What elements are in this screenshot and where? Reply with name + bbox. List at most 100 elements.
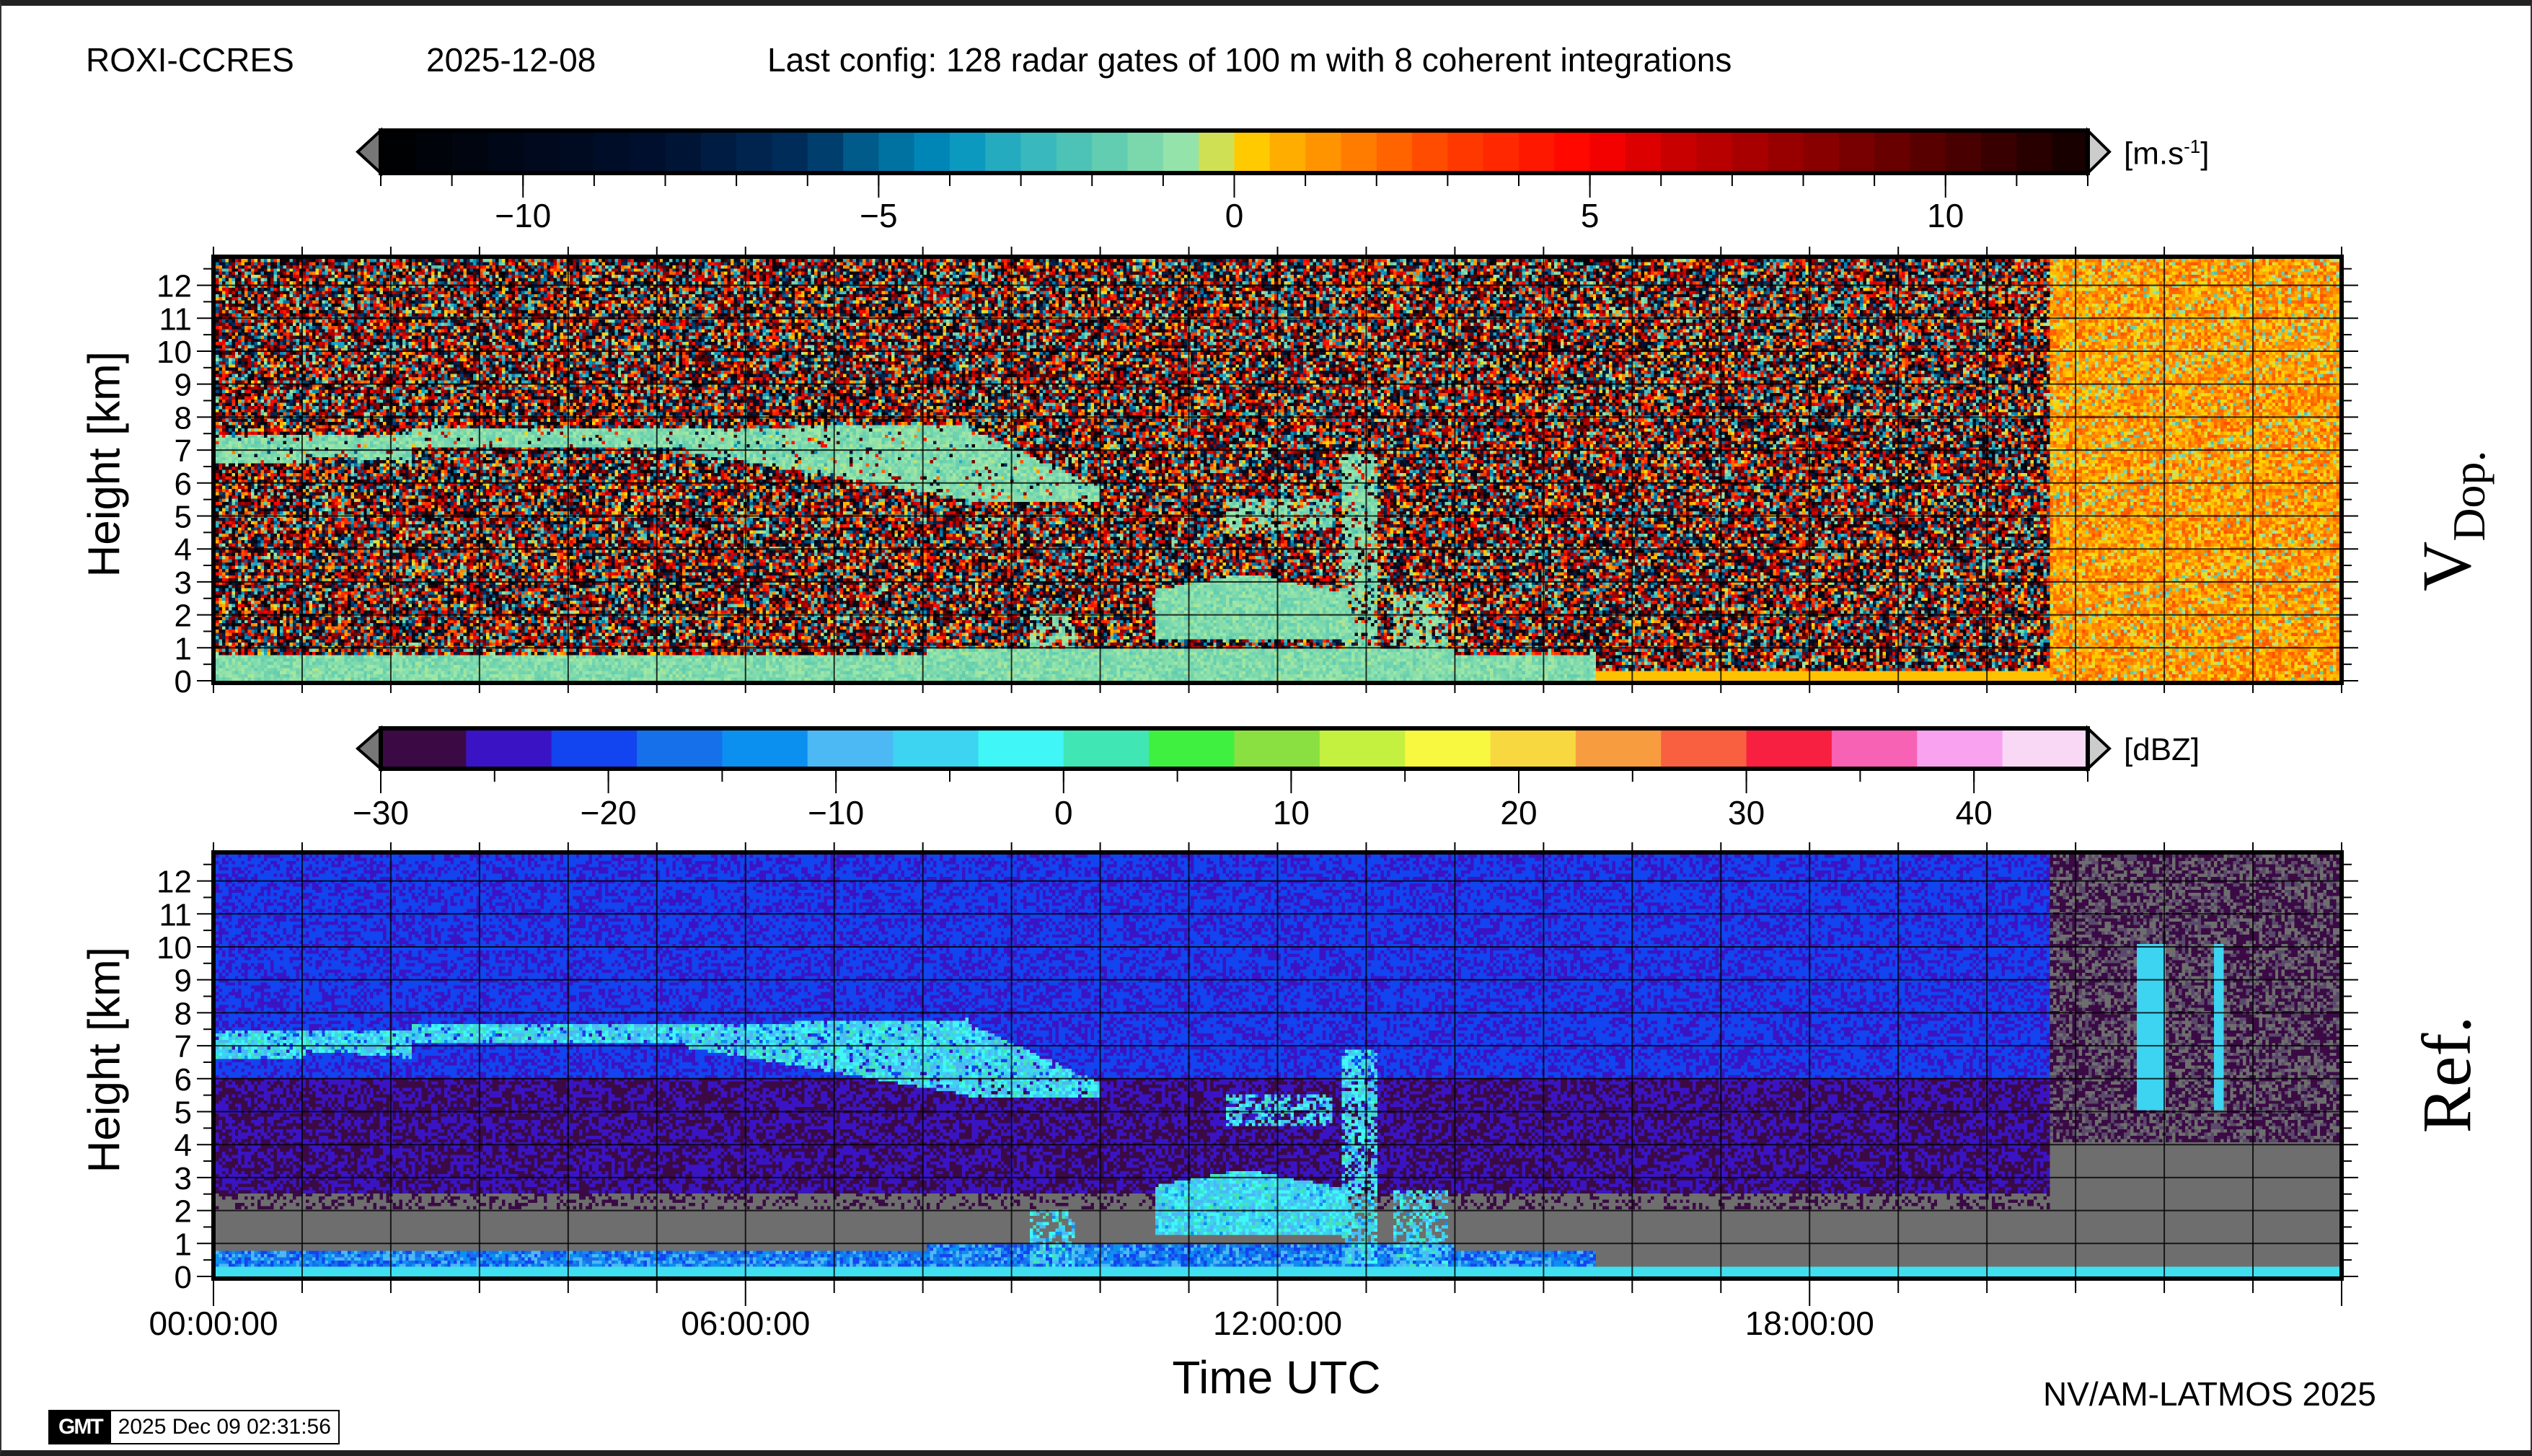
colorbar-swatch	[914, 131, 950, 173]
colorbar-swatch	[1490, 728, 1576, 769]
colorbar-swatch	[1917, 728, 2003, 769]
y-tick-label: 6	[175, 1062, 192, 1098]
colorbar-border	[379, 726, 2090, 771]
y-tick-label: 3	[175, 565, 192, 601]
colorbar-swatch	[1163, 131, 1199, 173]
y-tick-label: 6	[175, 467, 192, 502]
colorbar-tick-label: 0	[1054, 794, 1073, 831]
colorbar-tick-label: −20	[581, 794, 637, 831]
colorbar-swatch	[1661, 131, 1698, 173]
colorbar-swatch	[1661, 728, 1747, 769]
colorbar-border	[379, 128, 2090, 175]
colorbar-swatch	[1020, 131, 1057, 173]
y-tick-label: 11	[159, 301, 192, 337]
y-tick-label: 10	[156, 930, 192, 966]
reflectivity-unit: [dBZ]	[2124, 732, 2200, 767]
gmt-timestamp: 2025 Dec 09 02:31:56	[118, 1415, 331, 1439]
unit-text: [m.s	[2124, 136, 2184, 172]
colorbar-swatch	[1910, 131, 1946, 173]
y-tick-label: 7	[175, 433, 192, 469]
colorbar-swatch	[1405, 728, 1491, 769]
reflectivity-colorbar: −30 −20 −10 0 10 20 30 40	[353, 725, 2112, 831]
unit-exponent: -1	[2184, 136, 2201, 157]
colorbar-swatch	[1831, 728, 1918, 769]
colorbar-swatch	[1838, 131, 1875, 173]
colorbar-tick-label: −5	[860, 197, 897, 234]
x-tick-label: 00:00:00	[149, 1305, 278, 1342]
colorbar-swatch	[1447, 131, 1484, 173]
colorbar-swatch	[1483, 131, 1519, 173]
unit-close: ]	[2200, 136, 2210, 172]
colorbar-tick-label: 10	[1273, 794, 1310, 831]
y-tick-label: 7	[175, 1029, 192, 1064]
y-tick-label: 2	[175, 1194, 192, 1230]
colorbar-tick-label: 5	[1581, 197, 1600, 234]
colorbar-swatch	[1376, 131, 1413, 173]
colorbar-swatch	[1945, 131, 1982, 173]
colorbar-swatch	[1269, 131, 1306, 173]
colorbar-swatch	[1768, 131, 1804, 173]
y-tick-label: 1	[175, 631, 192, 666]
y-tick-label: 0	[175, 664, 192, 700]
colorbar-tick-label: 40	[1956, 794, 1993, 831]
colorbar-swatch	[1554, 131, 1591, 173]
colorbar-swatch	[630, 131, 666, 173]
colorbar-swatch	[381, 728, 467, 769]
colorbar-swatch	[1874, 131, 1911, 173]
colorbar-swatch	[1981, 131, 2017, 173]
colorbar-swatch	[1519, 131, 1555, 173]
colorbar-swatch	[1149, 728, 1235, 769]
y-tick-label: 4	[175, 532, 192, 568]
y-tick-label: 8	[175, 400, 192, 436]
colorbar-swatch	[1319, 728, 1406, 769]
colorbar-swatch	[1803, 131, 1840, 173]
colorbar-swatch	[772, 131, 808, 173]
colorbar-swatch	[1589, 131, 1626, 173]
colorbar-swatch	[1305, 131, 1342, 173]
velocity-unit: [m.s-1]	[2124, 137, 2209, 170]
colorbar-swatch	[878, 131, 915, 173]
station-name: ROXI-CCRES	[86, 41, 294, 79]
colorbar-swatch	[950, 131, 986, 173]
colorbar-swatch	[985, 131, 1022, 173]
y-tick-label: 9	[175, 963, 192, 999]
y-tick-label: 3	[175, 1161, 192, 1196]
colorbar-swatch	[1127, 131, 1164, 173]
y-tick-label: 10	[156, 335, 192, 370]
colorbar-swatch	[523, 131, 560, 173]
colorbar-swatch	[558, 131, 595, 173]
credit-label: NV/AM-LATMOS 2025	[2043, 1375, 2376, 1413]
y-tick-label: 5	[175, 499, 192, 534]
colorbar-tick-label: −10	[495, 197, 551, 234]
colorbar-tick-label: 20	[1500, 794, 1537, 831]
colorbar-swatch	[807, 131, 844, 173]
x-axis-title: Time UTC	[1172, 1351, 1381, 1403]
colorbar-tick-label: 30	[1728, 794, 1765, 831]
reflectivity-panel-label: Ref.	[2408, 1015, 2485, 1134]
colorbar-tick-label: 0	[1225, 197, 1244, 234]
y-tick-label: 12	[156, 269, 192, 304]
colorbar-swatch	[1732, 131, 1768, 173]
colorbar-swatch	[722, 728, 808, 769]
colorbar-swatch	[1056, 131, 1093, 173]
reflectivity-ylabel: Height [km]	[79, 946, 130, 1173]
colorbar-swatch	[736, 131, 773, 173]
colorbar-swatch	[416, 131, 453, 173]
gmt-stamp: GMT 2025 Dec 09 02:31:56	[48, 1410, 340, 1444]
colorbar-swatch	[466, 728, 552, 769]
y-tick-label: 11	[159, 897, 192, 932]
colorbar-swatch	[2002, 728, 2088, 769]
y-tick-label: 4	[175, 1128, 192, 1163]
y-tick-label: 1	[175, 1227, 192, 1262]
colorbar-swatch	[594, 131, 630, 173]
colorbar-swatch	[451, 131, 488, 173]
colorbar-swatch	[637, 728, 723, 769]
colorbar-swatch	[551, 728, 638, 769]
y-tick-label: 9	[175, 368, 192, 403]
y-tick-label: 2	[175, 599, 192, 634]
colorbar-tick-label: −30	[353, 794, 409, 831]
colorbar-swatch	[665, 131, 702, 173]
y-tick-label: 12	[156, 865, 192, 900]
colorbar-swatch	[487, 131, 524, 173]
